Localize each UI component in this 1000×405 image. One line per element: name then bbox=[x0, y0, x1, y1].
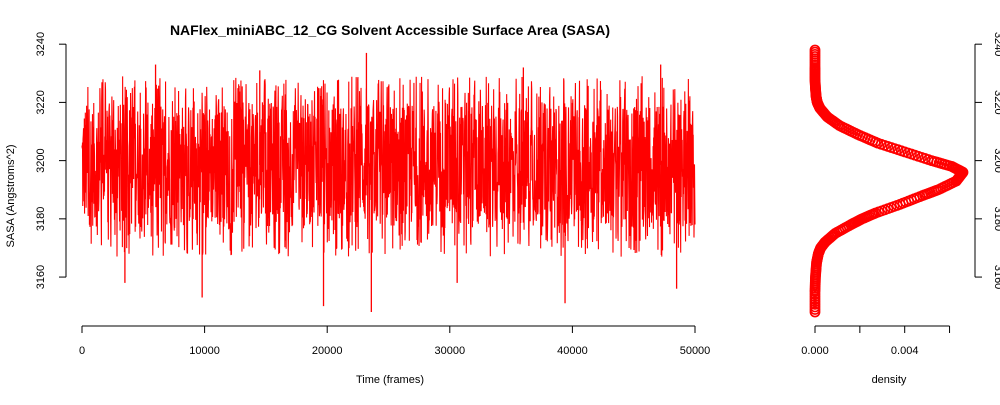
y-tick-label: 3200 bbox=[35, 148, 47, 172]
y-tick-label: 3240 bbox=[35, 32, 47, 56]
density-y-tick-label: 3220 bbox=[992, 90, 1000, 114]
density-x-tick-label: 0.000 bbox=[801, 345, 829, 357]
density-x-tick-label: 0.004 bbox=[891, 345, 919, 357]
x-tick-label: 0 bbox=[79, 345, 85, 357]
density-y-tick-label: 3240 bbox=[992, 32, 1000, 56]
chart-title: NAFlex_miniABC_12_CG Solvent Accessible … bbox=[170, 22, 610, 38]
y-tick-label: 3160 bbox=[35, 265, 47, 289]
main-plot-area: 0 10000 20000 30000 40000 50000 3160 3180 3200 32… bbox=[35, 32, 710, 357]
density-plot-area: 0.000 0.004 3160 3180 3200 3220 3240 bbox=[801, 32, 1000, 357]
density-axis-label: density bbox=[872, 374, 907, 386]
density-point bbox=[809, 44, 821, 56]
density-y-tick-label: 3180 bbox=[992, 207, 1000, 231]
x-axis-label: Time (frames) bbox=[356, 374, 424, 386]
y-axis-label: SASA (Angstroms^2) bbox=[5, 145, 17, 248]
x-tick-label: 30000 bbox=[435, 345, 466, 357]
y-tick-label: 3180 bbox=[35, 207, 47, 231]
sasa-trace-line bbox=[81, 76, 696, 257]
y-tick-label: 3220 bbox=[35, 90, 47, 114]
x-tick-label: 40000 bbox=[557, 345, 588, 357]
x-tick-label: 10000 bbox=[189, 345, 220, 357]
x-tick-label: 50000 bbox=[680, 345, 711, 357]
density-y-tick-label: 3160 bbox=[992, 265, 1000, 289]
x-tick-label: 20000 bbox=[312, 345, 343, 357]
density-y-tick-label: 3200 bbox=[992, 148, 1000, 172]
